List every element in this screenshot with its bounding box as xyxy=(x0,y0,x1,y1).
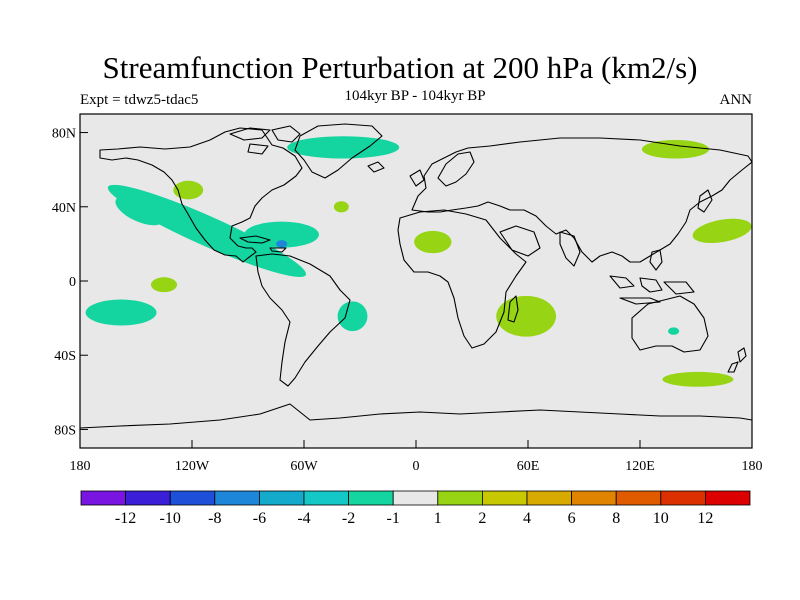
colorbar-swatch xyxy=(571,490,617,506)
colorbar-swatch xyxy=(705,490,751,506)
colorbar-swatch xyxy=(169,490,216,506)
coast-arabia-india xyxy=(499,225,581,267)
colorbar-swatch xyxy=(392,490,439,506)
lon-tick-label: 0 xyxy=(413,459,420,474)
coast-madagascar xyxy=(507,295,519,323)
colorbar-swatch xyxy=(258,490,305,506)
colorbar-label: -8 xyxy=(208,510,221,527)
coast-antarctica xyxy=(80,403,752,429)
anomaly-region-6 xyxy=(668,327,680,335)
anomaly-region-8 xyxy=(333,201,349,213)
colorbar-swatch xyxy=(481,490,528,506)
anomaly-region-1 xyxy=(115,195,165,226)
colorbar: -12 -10 -8 -6 -4 -2 -1 1 2 4 6 8 10 12 xyxy=(80,490,751,527)
coast-north-america xyxy=(99,127,303,263)
coast-new-zealand xyxy=(727,347,747,373)
coast-africa xyxy=(397,209,527,349)
lon-tick-label: 120W xyxy=(175,459,210,474)
colorbar-swatch xyxy=(437,490,483,506)
lat-tick-label: 40S xyxy=(54,349,76,364)
colorbar-label: 10 xyxy=(653,510,669,527)
coast-british-isles xyxy=(409,169,425,187)
anomaly-region-4 xyxy=(85,299,157,326)
coast-arctic-islands xyxy=(229,125,301,155)
coast-south-america xyxy=(255,253,351,387)
anomaly-region-0 xyxy=(107,184,307,277)
colorbar-label: 8 xyxy=(612,510,620,527)
colorbar-swatch xyxy=(303,490,349,506)
coast-japan xyxy=(697,189,713,213)
anomaly-region-13 xyxy=(692,218,752,244)
experiment-label: Expt = tdwz5-tdac5 xyxy=(80,92,199,108)
colorbar-label: 1 xyxy=(434,510,442,527)
anomaly-region-14 xyxy=(662,371,734,387)
coast-scandinavia xyxy=(437,151,475,187)
anomaly-region-9 xyxy=(150,277,178,293)
colorbar-label: -10 xyxy=(160,510,181,527)
coast-australia xyxy=(631,295,709,353)
colorbar-label: -6 xyxy=(253,510,266,527)
colorbar-swatch xyxy=(214,490,260,506)
lon-tick-label: 120E xyxy=(625,459,655,474)
colorbar-label: 6 xyxy=(568,510,576,527)
anomaly-region-11 xyxy=(496,295,556,337)
colorbar-swatch xyxy=(660,490,706,506)
colorbar-label: -12 xyxy=(115,510,136,527)
coast-philippines xyxy=(649,249,663,271)
colorbar-swatch xyxy=(125,490,171,506)
longitude-axis: 180 120W 60W 0 60E 120E 180 xyxy=(70,440,763,474)
anomaly-region-3 xyxy=(287,136,400,159)
coast-caribbean xyxy=(239,235,287,253)
coastlines xyxy=(80,123,752,429)
coast-indonesia xyxy=(609,275,695,305)
latitude-axis: 80N 40N 0 40S 80S xyxy=(52,127,88,438)
coast-iceland xyxy=(367,161,385,173)
page-title: Streamfunction Perturbation at 200 hPa (… xyxy=(102,50,698,85)
colorbar-label: -2 xyxy=(342,510,355,527)
anomaly-region-15 xyxy=(276,240,288,248)
anomaly-region-7 xyxy=(173,180,204,200)
colorbar-label: 2 xyxy=(478,510,486,527)
lat-tick-label: 0 xyxy=(69,275,76,290)
lat-tick-label: 40N xyxy=(52,201,76,216)
lon-tick-label: 60E xyxy=(517,459,540,474)
lat-tick-label: 80S xyxy=(54,423,76,438)
lon-tick-label: 180 xyxy=(70,459,91,474)
colorbar-label: -1 xyxy=(387,510,400,527)
anomaly-region-5 xyxy=(337,301,368,332)
colorbar-label: 12 xyxy=(697,510,713,527)
colorbar-swatch xyxy=(615,490,662,506)
time-range-subtitle: 104kyr BP - 104kyr BP xyxy=(344,88,486,104)
colorbar-swatch xyxy=(526,490,572,506)
anomaly-region-2 xyxy=(244,221,319,248)
colorbar-label: -4 xyxy=(297,510,310,527)
anomaly-region-12 xyxy=(641,139,710,159)
coast-greenland xyxy=(294,123,383,179)
period-label: ANN xyxy=(719,92,753,108)
lon-tick-label: 180 xyxy=(742,459,763,474)
colorbar-swatch xyxy=(80,490,126,506)
map-background xyxy=(80,114,752,448)
colorbar-swatch xyxy=(348,490,394,506)
anomaly-contours xyxy=(85,136,752,387)
lat-tick-label: 80N xyxy=(52,127,76,142)
lon-tick-label: 60W xyxy=(290,459,318,474)
coast-eurasia xyxy=(411,137,752,263)
colorbar-label: 4 xyxy=(523,510,531,527)
anomaly-region-10 xyxy=(414,230,452,254)
